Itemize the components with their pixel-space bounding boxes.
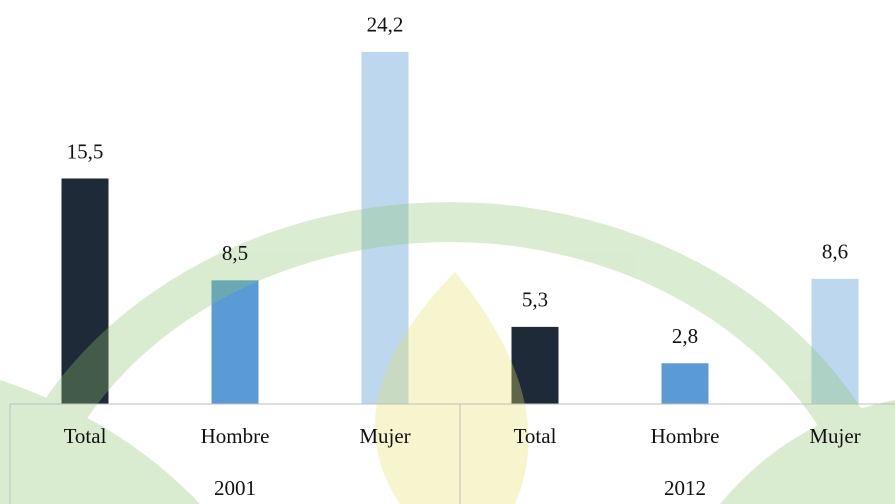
watermark-arc	[720, 400, 895, 504]
x-tick-label: Hombre	[651, 424, 720, 448]
data-label: 8,6	[822, 240, 848, 264]
data-label: 24,2	[367, 13, 404, 37]
x-tick-label: Total	[64, 424, 107, 448]
data-label: 2,8	[672, 324, 698, 348]
bar	[662, 363, 709, 404]
chart: 15,5 Total 8,5 Hombre 24,2 Mujer 5,3 Total 2,8 Ho…	[0, 0, 895, 504]
data-label: 15,5	[67, 139, 104, 163]
bar	[212, 280, 259, 404]
x-tick-label: Total	[514, 424, 557, 448]
group-label: 2012	[664, 476, 706, 500]
x-tick-label: Mujer	[359, 424, 410, 448]
bar	[512, 327, 559, 404]
x-tick-label: Mujer	[809, 424, 860, 448]
axis	[10, 404, 895, 504]
data-label: 8,5	[222, 241, 248, 265]
plot-area	[62, 52, 859, 404]
bar	[362, 52, 409, 404]
bar	[62, 178, 109, 404]
data-label: 5,3	[522, 288, 548, 312]
bar	[812, 279, 859, 404]
group-label: 2001	[214, 476, 256, 500]
watermark-arc	[0, 202, 895, 504]
watermark	[0, 202, 895, 504]
x-tick-label: Hombre	[201, 424, 270, 448]
